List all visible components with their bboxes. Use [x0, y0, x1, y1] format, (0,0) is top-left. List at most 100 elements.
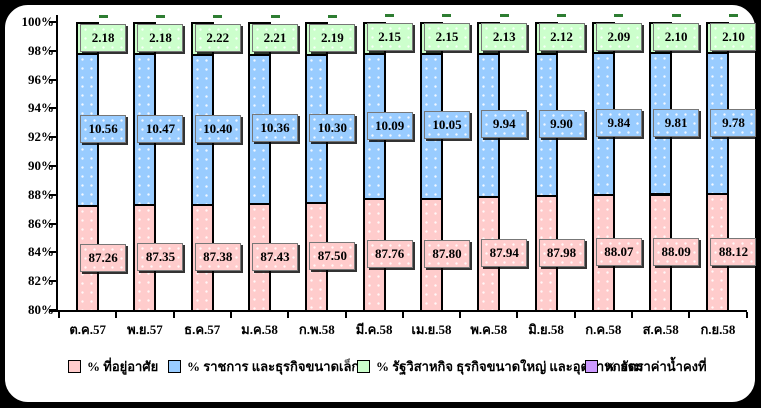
y-axis-tick-label: 80% — [28, 302, 54, 317]
data-label-residential: 88.07 — [595, 237, 642, 266]
data-label-government-small-business: 9.81 — [653, 108, 700, 137]
x-axis-tick — [287, 312, 290, 318]
y-axis-tick-label: 88% — [28, 186, 54, 202]
data-label-residential: 87.94 — [481, 238, 528, 267]
data-label-residential: 87.76 — [366, 240, 413, 269]
data-label-state-enterprise-industry: 2.19 — [309, 23, 356, 52]
y-axis-tick-label: 94% — [28, 100, 54, 116]
x-axis-tick — [58, 312, 60, 318]
data-label-residential: 87.50 — [309, 242, 356, 270]
legend-item: % ที่อยู่อาศัย — [68, 357, 158, 375]
data-label-residential: 87.98 — [538, 238, 585, 267]
bar-top-dash — [327, 14, 337, 18]
bar-top-dash — [442, 14, 452, 18]
x-axis-tick — [459, 312, 462, 318]
y-axis-tick-label: 96% — [28, 71, 54, 87]
y-axis-tick — [49, 136, 56, 139]
x-axis-tick — [172, 312, 175, 318]
y-axis-tick-label: 90% — [28, 158, 54, 173]
data-label-government-small-business: 10.36 — [252, 114, 299, 143]
legend-item: % ราชการ และธุรกิจขนาดเล็ก — [168, 357, 359, 375]
data-label-residential: 87.43 — [252, 242, 299, 271]
data-label-state-enterprise-industry: 2.15 — [423, 23, 470, 52]
bar-top-dash — [270, 14, 280, 18]
x-axis-tick — [688, 312, 691, 318]
bar-top-dash — [499, 14, 509, 18]
bar-top-dash — [671, 14, 681, 18]
data-label-government-small-business: 10.56 — [80, 115, 127, 144]
x-axis-tick — [401, 312, 404, 318]
x-axis-category-label: พ.ย.57 — [127, 322, 163, 337]
bar-top-dash — [614, 14, 624, 18]
bar-top-dash — [98, 14, 108, 18]
data-label-government-small-business: 9.84 — [595, 108, 642, 137]
data-label-state-enterprise-industry: 2.21 — [252, 23, 299, 52]
y-axis-line — [56, 15, 58, 312]
x-axis-category-label: ธ.ค.57 — [184, 322, 221, 337]
data-label-residential: 87.80 — [423, 239, 470, 268]
y-axis-tick-label: 82% — [28, 273, 54, 289]
legend-swatch-icon — [585, 359, 598, 373]
x-axis-tick — [115, 312, 118, 318]
x-axis-tick — [745, 312, 748, 318]
y-axis-tick — [49, 251, 56, 254]
x-axis-category-label: พ.ค.58 — [470, 322, 508, 337]
data-label-government-small-business: 10.30 — [309, 113, 356, 142]
data-label-residential: 87.26 — [80, 243, 127, 272]
legend-label: % รัฐวิสาหกิจ ธุรกิจขนาดใหญ่ และอุตสาหกร… — [376, 358, 644, 374]
x-axis-tick — [516, 312, 519, 318]
data-label-government-small-business: 10.40 — [194, 114, 241, 143]
x-axis-category-label: ก.พ.58 — [298, 322, 335, 337]
y-axis-tick — [49, 222, 56, 225]
x-axis-category-label: มิ.ย.58 — [528, 322, 564, 337]
y-axis-tick-label: 86% — [28, 215, 54, 231]
data-label-residential: 87.35 — [137, 243, 184, 272]
legend-item: % รัฐวิสาหกิจ ธุรกิจขนาดใหญ่ และอุตสาหกร… — [357, 357, 643, 375]
data-label-state-enterprise-industry: 2.15 — [366, 23, 413, 52]
y-axis-tick — [49, 193, 56, 196]
x-axis-category-label: ก.ย.58 — [700, 322, 736, 337]
x-axis-category-label: มี.ค.58 — [355, 322, 393, 337]
y-axis-tick — [49, 280, 56, 283]
data-label-residential: 88.09 — [653, 237, 700, 266]
data-label-state-enterprise-industry: 2.12 — [538, 23, 585, 52]
data-label-government-small-business: 9.90 — [538, 109, 585, 138]
data-label-state-enterprise-industry: 2.10 — [710, 23, 757, 52]
y-axis-tick — [49, 49, 56, 52]
data-label-state-enterprise-industry: 2.18 — [80, 23, 127, 52]
legend-swatch-icon — [357, 359, 370, 373]
data-label-state-enterprise-industry: 2.22 — [194, 23, 241, 52]
x-axis-tick — [631, 312, 633, 318]
x-axis-tick — [344, 312, 347, 318]
legend-label: % ที่อยู่อาศัย — [87, 358, 159, 374]
x-axis-tick — [573, 312, 576, 318]
x-axis-category-label: ต.ค.57 — [69, 322, 106, 337]
y-axis-tick — [49, 21, 56, 23]
y-axis-tick-label: 98% — [28, 42, 54, 58]
data-label-residential: 87.38 — [194, 242, 241, 271]
x-axis-category-label: ส.ค.58 — [642, 322, 679, 337]
legend-label: % อัตราค่าน้ำคงที่ — [604, 358, 707, 374]
data-label-government-small-business: 10.09 — [366, 111, 413, 140]
data-label-government-small-business: 10.05 — [423, 111, 470, 140]
y-axis-tick-label: 92% — [28, 129, 54, 145]
bar-segment-government-small-business — [248, 53, 272, 205]
legend-label: % ราชการ และธุรกิจขนาดเล็ก — [187, 358, 360, 374]
legend-swatch-icon — [68, 359, 81, 373]
y-axis-tick-label: 100% — [21, 14, 55, 29]
x-axis-category-label: ก.ค.58 — [585, 322, 622, 337]
y-axis-tick-label: 84% — [28, 244, 54, 260]
data-label-state-enterprise-industry: 2.18 — [137, 23, 184, 52]
data-label-government-small-business: 10.47 — [137, 114, 184, 143]
data-label-government-small-business: 9.78 — [710, 108, 757, 137]
x-axis-category-label: ม.ค.58 — [241, 322, 278, 337]
y-axis-tick — [49, 107, 56, 110]
bar-top-dash — [155, 14, 165, 18]
x-axis-category-label: เม.ย.58 — [411, 322, 452, 337]
data-label-government-small-business: 9.94 — [481, 110, 528, 139]
legend-swatch-icon — [168, 359, 181, 373]
y-axis-tick — [49, 165, 56, 167]
data-label-state-enterprise-industry: 2.10 — [653, 23, 700, 52]
data-label-state-enterprise-industry: 2.13 — [481, 23, 528, 52]
